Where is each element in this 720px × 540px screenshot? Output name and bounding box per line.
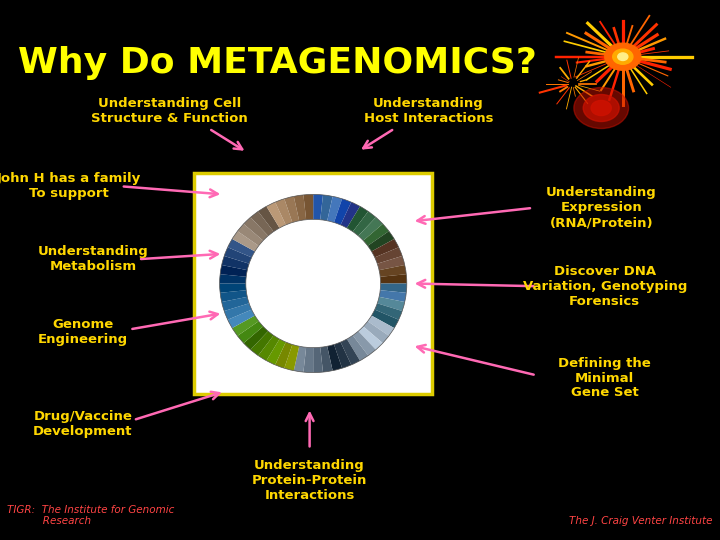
Polygon shape xyxy=(284,345,300,370)
Polygon shape xyxy=(251,331,274,355)
Text: Understanding
Host Interactions: Understanding Host Interactions xyxy=(364,97,493,125)
Polygon shape xyxy=(238,321,263,343)
Polygon shape xyxy=(243,217,268,241)
Polygon shape xyxy=(220,284,246,293)
Text: Why Do METAGENOMICS?: Why Do METAGENOMICS? xyxy=(18,46,537,80)
Polygon shape xyxy=(347,335,368,361)
Polygon shape xyxy=(377,256,405,270)
Polygon shape xyxy=(220,290,247,302)
Text: Defining the
Minimal
Gene Set: Defining the Minimal Gene Set xyxy=(559,356,651,400)
Polygon shape xyxy=(220,274,246,284)
Text: Discover DNA
Variation, Genotyping
Forensics: Discover DNA Variation, Genotyping Foren… xyxy=(523,265,687,308)
Text: John H has a family
To support: John H has a family To support xyxy=(0,172,140,200)
Polygon shape xyxy=(368,231,395,252)
Polygon shape xyxy=(368,315,395,336)
Polygon shape xyxy=(364,321,389,343)
Polygon shape xyxy=(377,297,405,311)
Polygon shape xyxy=(364,224,389,246)
Polygon shape xyxy=(372,309,399,328)
Polygon shape xyxy=(303,347,313,373)
Text: Genome
Engineering: Genome Engineering xyxy=(37,318,128,346)
Ellipse shape xyxy=(247,221,379,346)
Polygon shape xyxy=(266,202,286,228)
Polygon shape xyxy=(375,247,402,264)
Polygon shape xyxy=(353,331,376,355)
Polygon shape xyxy=(341,339,360,365)
Text: TIGR:  The Institute for Genomic
           Research: TIGR: The Institute for Genomic Research xyxy=(7,505,174,526)
Circle shape xyxy=(605,43,641,70)
Circle shape xyxy=(613,49,633,64)
Polygon shape xyxy=(238,224,263,246)
Polygon shape xyxy=(359,217,383,241)
Polygon shape xyxy=(222,256,249,270)
Polygon shape xyxy=(334,342,351,368)
Polygon shape xyxy=(228,309,255,328)
Polygon shape xyxy=(327,197,342,222)
Text: Understanding
Protein-Protein
Interactions: Understanding Protein-Protein Interactio… xyxy=(252,459,367,502)
Circle shape xyxy=(574,87,629,129)
Polygon shape xyxy=(347,206,368,232)
Polygon shape xyxy=(359,326,383,350)
Polygon shape xyxy=(379,265,406,277)
Circle shape xyxy=(618,53,628,60)
Polygon shape xyxy=(266,339,286,365)
Polygon shape xyxy=(294,346,306,372)
Text: Understanding
Expression
(RNA/Protein): Understanding Expression (RNA/Protein) xyxy=(546,186,657,230)
Polygon shape xyxy=(341,202,360,228)
Polygon shape xyxy=(334,199,351,225)
Polygon shape xyxy=(320,195,333,221)
Circle shape xyxy=(583,94,619,122)
Polygon shape xyxy=(258,206,279,232)
Text: The J. Craig Venter Institute: The J. Craig Venter Institute xyxy=(570,516,713,526)
Bar xyxy=(194,173,432,394)
Polygon shape xyxy=(258,335,279,361)
Polygon shape xyxy=(232,231,258,252)
Text: Understanding Cell
Structure & Function: Understanding Cell Structure & Function xyxy=(91,97,248,125)
Polygon shape xyxy=(251,212,274,236)
Polygon shape xyxy=(303,194,313,220)
Polygon shape xyxy=(232,315,258,336)
Polygon shape xyxy=(380,274,407,284)
Circle shape xyxy=(591,100,611,116)
Polygon shape xyxy=(284,197,300,222)
Polygon shape xyxy=(375,303,402,320)
Polygon shape xyxy=(353,212,376,236)
Polygon shape xyxy=(380,284,407,293)
Polygon shape xyxy=(220,265,247,277)
Polygon shape xyxy=(327,345,342,370)
Polygon shape xyxy=(313,194,323,220)
Polygon shape xyxy=(243,326,268,350)
Polygon shape xyxy=(379,290,406,302)
Polygon shape xyxy=(224,303,251,320)
Polygon shape xyxy=(372,239,399,258)
Polygon shape xyxy=(313,347,323,373)
Polygon shape xyxy=(320,346,333,372)
Polygon shape xyxy=(275,199,292,225)
Polygon shape xyxy=(222,297,249,311)
Polygon shape xyxy=(275,342,292,368)
Polygon shape xyxy=(228,239,255,258)
Text: Drug/Vaccine
Development: Drug/Vaccine Development xyxy=(33,410,132,438)
Text: Understanding
Metabolism: Understanding Metabolism xyxy=(38,245,149,273)
Polygon shape xyxy=(224,247,251,264)
Polygon shape xyxy=(294,195,306,221)
